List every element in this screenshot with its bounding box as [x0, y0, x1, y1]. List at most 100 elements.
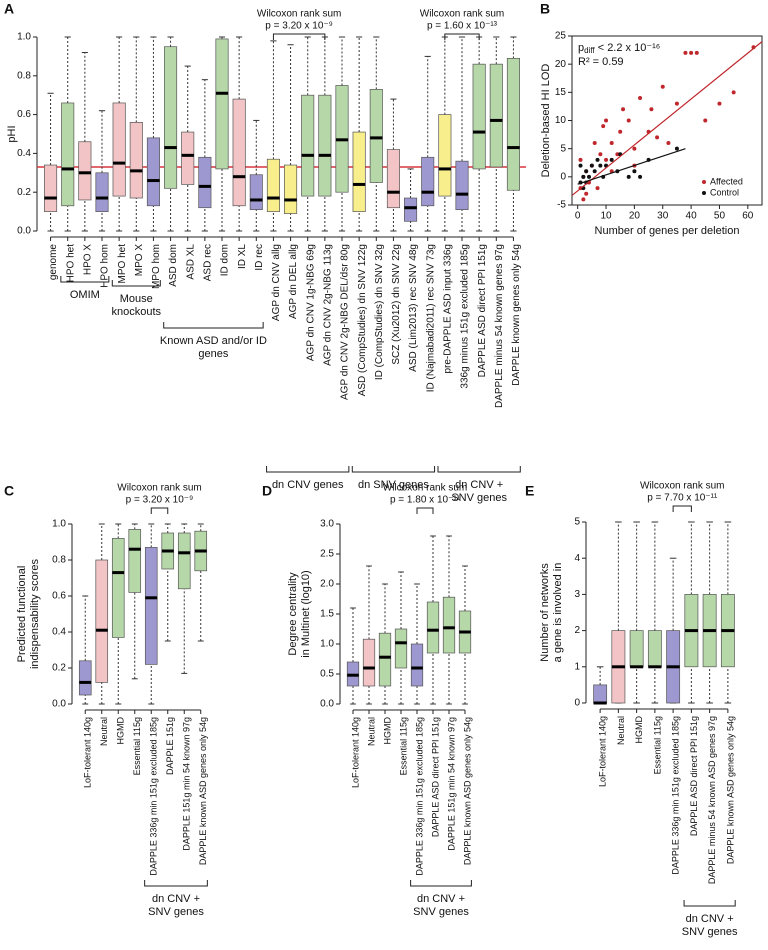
x-tick-label: DAPPLE 151g min 54 known 97g — [446, 717, 456, 851]
y-axis-label: in Multinet (log10) — [300, 570, 312, 657]
group-label: dn CNV + — [152, 893, 200, 905]
bracket — [416, 507, 434, 514]
y-tick-label: 0 — [574, 698, 580, 709]
x-tick-label: ASD XL — [185, 244, 196, 280]
box — [386, 149, 400, 209]
point — [581, 174, 586, 179]
box — [215, 38, 229, 170]
group-label: Known ASD and/or ID — [160, 335, 267, 347]
bracket — [444, 33, 480, 40]
y-tick-label: 4 — [574, 553, 580, 564]
box — [181, 131, 195, 185]
bracket — [272, 33, 326, 40]
y-tick-label: 5 — [574, 517, 580, 528]
group-label: dn CNV + — [455, 479, 503, 491]
x-tick-label: DAPPLE known ASD genes only 54g — [725, 716, 735, 864]
point — [598, 163, 603, 168]
point — [604, 157, 609, 162]
x-tick-label: 0 — [575, 211, 581, 222]
x-tick-label: 10 — [600, 211, 612, 222]
x-tick-label: AGP dn CNV 1g-NBG 69g — [305, 244, 316, 361]
point — [703, 118, 708, 123]
x-tick-label: DAPPLE known genes only 54g — [511, 244, 522, 386]
box — [455, 160, 469, 211]
x-tick-label: ID (Najmabadi2011) rec SNV 73g — [425, 244, 436, 392]
x-tick-label: DAPPLE minus 54 known genes 97g — [494, 244, 505, 408]
point — [618, 129, 623, 134]
box — [362, 638, 376, 687]
group-label: SNV genes — [148, 906, 204, 918]
x-tick-label: AGP dn CNV allg — [271, 244, 282, 321]
group-bracket — [683, 900, 736, 907]
box — [284, 164, 298, 214]
group-bracket — [351, 466, 436, 473]
stat-text: pdiff < 2.2 x 10⁻¹⁶ — [578, 42, 660, 55]
point — [674, 146, 679, 151]
point — [595, 186, 600, 191]
annotation: Wilcoxon rank sum — [640, 481, 724, 492]
y-tick-label: 5 — [560, 143, 566, 154]
group-bracket — [144, 880, 208, 887]
box — [249, 174, 263, 211]
y-axis-label: Number of networks — [539, 563, 551, 662]
annotation: p = 3.20 x 10⁻⁹ — [265, 21, 333, 32]
group-label: SNV genes — [682, 926, 738, 938]
y-tick-label: 0 — [560, 171, 566, 182]
y-tick-label: 10 — [555, 115, 567, 126]
box — [593, 684, 608, 704]
annotation: Wilcoxon rank sum — [257, 9, 341, 20]
point — [621, 107, 626, 112]
box — [232, 98, 246, 207]
box — [629, 630, 644, 668]
box — [489, 63, 503, 168]
box — [506, 57, 520, 191]
bracket — [672, 505, 692, 512]
stat-r2: R² = 0.59 — [578, 56, 624, 68]
x-tick-label: 20 — [629, 211, 641, 222]
y-tick-label: 0.4 — [52, 627, 66, 638]
box — [95, 559, 109, 683]
x-tick-label: LoF-tolerant 140g — [83, 717, 93, 788]
x-tick-label: 40 — [686, 211, 698, 222]
x-tick-label: LoF-tolerant 140g — [350, 717, 360, 788]
x-tick-label: HGMD — [634, 716, 644, 744]
point — [632, 169, 637, 174]
x-tick-label: 50 — [714, 211, 726, 222]
box — [442, 596, 456, 654]
box — [301, 94, 315, 197]
point — [584, 191, 589, 196]
y-tick-label: 20 — [555, 59, 567, 70]
group-label: OMIM — [70, 289, 100, 301]
y-tick-label: 0.0 — [17, 226, 31, 237]
annotation: p = 1.80 x 10⁻¹¹ — [390, 495, 461, 506]
group-bracket — [111, 280, 161, 287]
box — [369, 89, 383, 183]
point — [592, 141, 597, 146]
box — [164, 46, 178, 189]
group-bracket — [437, 466, 521, 473]
y-tick-label: 0.2 — [17, 187, 31, 198]
group-bracket — [163, 322, 264, 329]
x-tick-label: DAPPLE ASD direct PPI 151g — [477, 244, 488, 377]
x-tick-label: Neutral — [366, 717, 376, 746]
x-tick-label: HGMD — [382, 717, 392, 745]
x-tick-label: Essential 115g — [398, 717, 408, 775]
annotation: p = 7.70 x 10⁻¹¹ — [647, 493, 718, 504]
annotation: p = 1.60 x 10⁻¹³ — [427, 21, 498, 32]
box — [78, 660, 92, 696]
y-tick-label: 15 — [555, 87, 567, 98]
x-tick-label: LoF-tolerant 140g — [598, 716, 608, 787]
box — [404, 197, 418, 222]
panel-letter: C — [4, 483, 14, 499]
box — [128, 529, 142, 593]
box — [112, 102, 126, 197]
box — [394, 628, 408, 669]
x-tick-label: ID rec — [254, 244, 265, 271]
point — [609, 157, 614, 162]
x-tick-label: ASD rec — [202, 244, 213, 281]
point — [592, 169, 597, 174]
stat-rest: < 2.2 x 10⁻¹⁶ — [595, 42, 661, 54]
x-tick-label: ID XL — [237, 244, 248, 269]
x-tick-label: DAPPLE known ASD genes only 54g — [198, 717, 208, 865]
box — [95, 172, 109, 212]
